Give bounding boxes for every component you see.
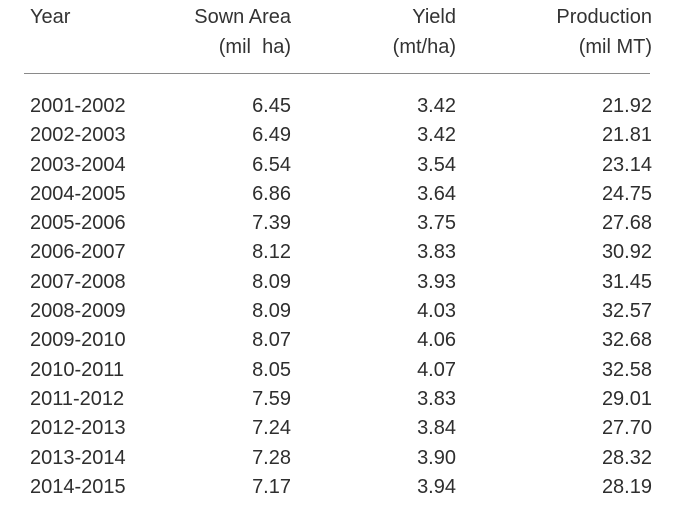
header-production: Production (mil MT) [556, 2, 652, 62]
cell-production: 28.19 [601, 475, 652, 498]
cell-sown-area: 7.39 [252, 212, 291, 235]
cell-production: 27.70 [601, 417, 652, 440]
cell-year: 2009-2010 [30, 329, 126, 352]
cell-sown-area: 7.24 [252, 417, 291, 440]
cell-year: 2012-2013 [30, 417, 126, 440]
cell-yield: 3.84 [417, 417, 456, 440]
cell-production: 31.45 [601, 270, 652, 293]
cell-sown-area: 6.54 [252, 153, 291, 176]
cell-yield: 4.06 [417, 329, 456, 352]
cell-yield: 3.93 [417, 270, 456, 293]
cell-yield: 3.42 [417, 95, 456, 117]
cell-production: 32.58 [601, 358, 652, 381]
table-row: 2004-2005 6.86 3.64 24.75 [0, 180, 675, 209]
table-row: 2012-2013 7.24 3.84 27.70 [0, 414, 675, 443]
cell-sown-area: 8.05 [252, 358, 291, 381]
cell-year: 2003-2004 [30, 153, 126, 176]
cell-year: 2004-2005 [30, 182, 126, 205]
cell-yield: 3.90 [417, 446, 456, 469]
header-production-label: Production [556, 6, 652, 28]
header-yield: Yield (mt/ha) [393, 2, 456, 62]
cell-sown-area: 8.07 [252, 329, 291, 352]
cell-production: 30.92 [601, 241, 652, 264]
cell-production: 24.75 [601, 182, 652, 205]
table-row: 2005-2006 7.39 3.75 27.68 [0, 209, 675, 238]
cell-yield: 3.54 [417, 153, 456, 176]
cell-year: 2001-2002 [30, 95, 126, 117]
cell-production: 32.68 [601, 329, 652, 352]
cell-yield: 4.07 [417, 358, 456, 381]
cell-yield: 3.83 [417, 387, 456, 410]
table-row: 2002-2003 6.49 3.42 21.81 [0, 121, 675, 150]
cell-year: 2005-2006 [30, 212, 126, 235]
cell-production: 32.57 [601, 300, 652, 323]
cell-sown-area: 6.45 [252, 95, 291, 117]
header-sown-area-label: Sown Area [194, 6, 291, 28]
cell-yield: 3.64 [417, 182, 456, 205]
table-body: 2001-2002 6.45 3.42 21.92 2002-2003 6.49 3.42 2… [0, 92, 675, 502]
cell-year: 2013-2014 [30, 446, 126, 469]
header-sown-area: Sown Area (mil ha) [194, 2, 291, 62]
cell-year: 2008-2009 [30, 300, 126, 323]
cell-sown-area: 7.59 [252, 387, 291, 410]
cell-sown-area: 8.09 [252, 300, 291, 323]
table-row: 2014-2015 7.17 3.94 28.19 [0, 473, 675, 502]
cell-sown-area: 6.86 [252, 182, 291, 205]
cell-sown-area: 8.12 [252, 241, 291, 264]
header-yield-unit: (mt/ha) [392, 36, 456, 58]
header-year-label: Year [30, 6, 71, 28]
table-row: 2009-2010 8.07 4.06 32.68 [0, 326, 675, 355]
cell-production: 28.32 [601, 446, 652, 469]
table-row: 2003-2004 6.54 3.54 23.14 [0, 151, 675, 180]
table-row: 2007-2008 8.09 3.93 31.45 [0, 268, 675, 297]
cell-year: 2007-2008 [30, 270, 126, 293]
cell-sown-area: 7.28 [252, 446, 291, 469]
cell-yield: 3.42 [417, 124, 456, 147]
header-year: Year [30, 2, 70, 32]
cell-yield: 4.03 [417, 300, 456, 323]
header-sown-area-unit: (mil ha) [218, 36, 291, 58]
cell-production: 29.01 [601, 387, 652, 410]
cell-yield: 3.94 [417, 475, 456, 498]
table-row: 2001-2002 6.45 3.42 21.92 [0, 92, 675, 121]
cell-production: 21.92 [601, 95, 652, 117]
header-divider [24, 73, 650, 74]
table-row: 2010-2011 8.05 4.07 32.58 [0, 356, 675, 385]
cell-year: 2011-2012 [30, 387, 125, 410]
table-row: 2013-2014 7.28 3.90 28.32 [0, 444, 675, 473]
cell-production: 21.81 [601, 124, 652, 147]
header-yield-label: Yield [412, 6, 456, 28]
cell-sown-area: 6.49 [252, 124, 291, 147]
cell-production: 27.68 [601, 212, 652, 235]
cell-yield: 3.83 [417, 241, 456, 264]
cell-year: 2006-2007 [30, 241, 126, 264]
table-row: 2008-2009 8.09 4.03 32.57 [0, 297, 675, 326]
table-row: 2011-2012 7.59 3.83 29.01 [0, 385, 675, 414]
table-row: 2006-2007 8.12 3.83 30.92 [0, 238, 675, 267]
header-production-unit: (mil MT) [578, 36, 652, 58]
cell-yield: 3.75 [417, 212, 456, 235]
cell-sown-area: 8.09 [252, 270, 291, 293]
cell-sown-area: 7.17 [252, 475, 291, 498]
cell-year: 2010-2011 [30, 358, 125, 381]
cell-year: 2002-2003 [30, 124, 126, 147]
cell-year: 2014-2015 [30, 475, 126, 498]
cell-production: 23.14 [601, 153, 652, 176]
